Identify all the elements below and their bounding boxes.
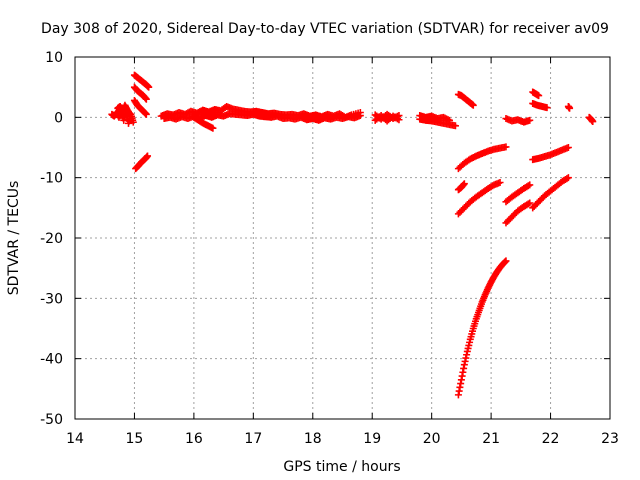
data-point: [144, 152, 152, 160]
data-point: [543, 104, 551, 112]
data-point: [526, 199, 534, 207]
y-tick-label: -10: [40, 171, 63, 187]
data-point: [563, 175, 571, 183]
data-point: [145, 83, 153, 91]
series-arc-08: [160, 110, 364, 124]
y-tick-label: -50: [40, 412, 63, 428]
series-arc-02: [114, 101, 134, 118]
axis-ticks: 14 15 16 17 18 19 20 21 22 23 -50 -40 -30 -20 -10 0 10: [40, 50, 619, 447]
y-axis-label: SDTVAR / TECUs: [6, 181, 22, 296]
series-arc-14: [454, 90, 477, 109]
series-arc-17: [454, 178, 504, 218]
x-tick-label: 21: [482, 431, 500, 447]
series-arc-03: [130, 71, 153, 91]
data-point: [496, 178, 504, 186]
series-arc-16: [454, 180, 468, 194]
data-point: [564, 174, 572, 182]
chart-title: Day 308 of 2020, Sidereal Day-to-day VTE…: [41, 21, 609, 37]
data-point: [566, 104, 574, 112]
data-point: [356, 112, 364, 120]
data-point: [395, 112, 403, 120]
data-point: [564, 144, 572, 151]
data-point: [526, 181, 534, 189]
series-arc-13: [416, 112, 453, 124]
data-point: [535, 92, 543, 100]
data-point: [126, 110, 134, 118]
series-arc-20: [502, 181, 534, 206]
y-tick-label: -20: [40, 231, 63, 247]
series-arc-25: [529, 174, 572, 212]
y-tick-label: -30: [40, 291, 63, 307]
series-arc-26: [564, 102, 574, 112]
x-tick-label: 19: [363, 431, 381, 447]
series-arc-11: [371, 110, 403, 123]
y-tick-label: 0: [54, 110, 63, 126]
data-point: [526, 116, 534, 124]
data-point: [209, 124, 217, 132]
series-arc-09: [190, 113, 217, 132]
series-arc-21: [502, 199, 534, 227]
y-tick-label: 10: [45, 50, 63, 66]
x-tick-label: 15: [126, 431, 144, 447]
x-tick-label: 14: [66, 431, 84, 447]
series-arc-18: [454, 257, 510, 399]
x-tick-label: 20: [423, 431, 441, 447]
data-point: [502, 257, 510, 265]
series-arc-19: [502, 115, 534, 126]
data-point: [460, 180, 468, 188]
x-tick-label: 22: [542, 431, 560, 447]
series-arc-06: [132, 152, 152, 173]
data-point: [142, 95, 150, 103]
data-points: [108, 71, 597, 399]
data-point: [129, 118, 137, 126]
series-arc-27: [585, 113, 597, 126]
data-point: [469, 101, 477, 109]
data-point: [142, 110, 150, 118]
grid: [75, 57, 610, 419]
x-tick-label: 18: [304, 431, 322, 447]
y-tick-label: -40: [40, 352, 63, 368]
series-arc-22: [529, 88, 543, 100]
series-arc-05: [130, 96, 150, 118]
plot-frame: [74, 56, 611, 420]
series-arc-23: [529, 99, 551, 112]
series-arc-24: [529, 144, 572, 164]
data-point: [502, 143, 510, 151]
x-axis-label: GPS time / hours: [283, 459, 400, 475]
data-point: [446, 116, 453, 124]
data-point: [589, 118, 597, 126]
series-arc-15: [454, 143, 510, 173]
x-tick-label: 23: [601, 431, 619, 447]
data-point: [524, 200, 532, 208]
x-tick-label: 17: [244, 431, 262, 447]
x-tick-label: 16: [185, 431, 203, 447]
data-point: [451, 122, 459, 130]
series-arc-04: [130, 83, 150, 103]
data-point: [524, 182, 532, 190]
